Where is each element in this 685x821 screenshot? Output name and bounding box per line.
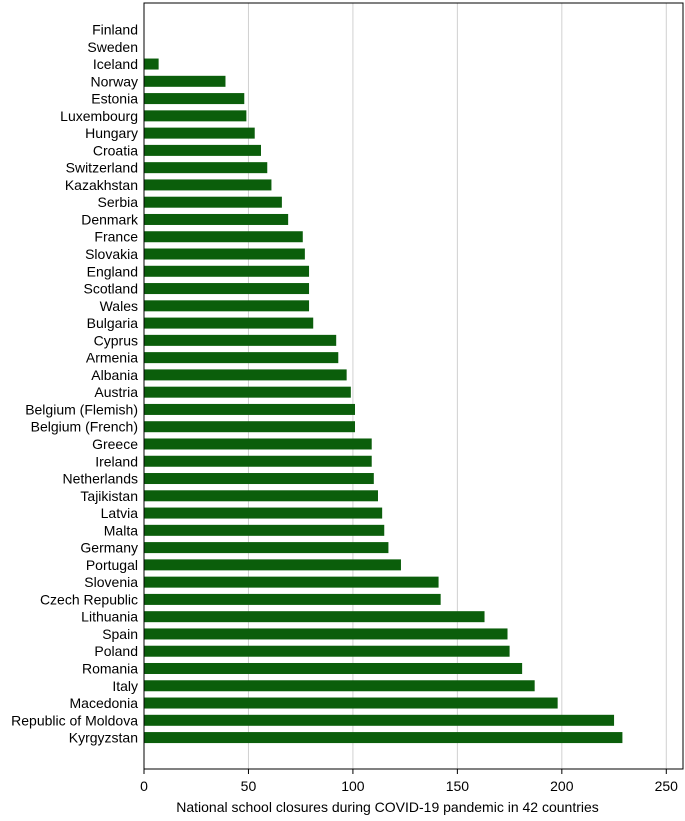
category-label: Poland (94, 643, 138, 659)
bar (144, 473, 374, 485)
category-label: Italy (112, 678, 138, 694)
category-label: Czech Republic (40, 591, 138, 607)
category-label: England (87, 263, 138, 279)
category-label: Republic of Moldova (11, 712, 138, 728)
category-label: Switzerland (66, 160, 138, 176)
bar (144, 697, 558, 709)
x-axis-title: National school closures during COVID-19… (176, 799, 599, 815)
category-label: France (94, 229, 138, 245)
bar (144, 93, 245, 105)
category-label: Norway (91, 73, 138, 89)
x-axis-ticks: 0 50 100 150 200 250 (140, 769, 678, 794)
bar (144, 127, 255, 139)
bar (144, 196, 282, 208)
category-label: Estonia (91, 91, 138, 107)
category-label: Latvia (101, 505, 139, 521)
x-tick-label: 0 (140, 778, 148, 794)
category-label: Slovenia (84, 574, 138, 590)
category-label: Belgium (French) (31, 419, 138, 435)
category-label: Kyrgyzstan (69, 730, 138, 746)
category-label: Romania (82, 660, 138, 676)
bar (144, 317, 314, 329)
category-label: Portugal (86, 557, 138, 573)
bar (144, 438, 372, 450)
bar (144, 455, 372, 467)
x-tick-label: 50 (241, 778, 257, 794)
x-tick-label: 250 (655, 778, 679, 794)
bar (144, 213, 289, 225)
bar (144, 490, 378, 502)
x-tick-label: 100 (341, 778, 365, 794)
category-label: Albania (91, 367, 138, 383)
category-label: Tajikistan (80, 488, 138, 504)
bar (144, 559, 401, 571)
category-label: Finland (92, 22, 138, 38)
bar (144, 369, 347, 381)
bar (144, 386, 351, 398)
category-label: Scotland (84, 281, 138, 297)
bar (144, 542, 389, 554)
category-label: Wales (100, 298, 138, 314)
bar (144, 248, 305, 260)
bar (144, 162, 268, 174)
category-label: Greece (92, 436, 138, 452)
category-label: Lithuania (81, 609, 138, 625)
category-label: Bulgaria (87, 315, 139, 331)
bar (144, 628, 508, 640)
bar (144, 110, 247, 122)
bar (144, 593, 441, 605)
bar (144, 680, 535, 692)
x-tick-label: 200 (550, 778, 574, 794)
bar (144, 662, 523, 674)
bar (144, 524, 385, 536)
bar (144, 645, 510, 657)
bar (144, 421, 356, 433)
grid-layer (247, 3, 667, 769)
category-label: Sweden (87, 39, 138, 55)
category-label: Germany (80, 540, 138, 556)
category-label: Slovakia (85, 246, 138, 262)
category-label: Kazakhstan (65, 177, 138, 193)
bar (144, 732, 623, 744)
bar (144, 144, 261, 156)
category-label: Denmark (81, 211, 139, 227)
bar (144, 576, 439, 588)
bars-layer (144, 58, 623, 744)
plot-frame (143, 2, 684, 770)
category-label: Luxembourg (60, 108, 138, 124)
category-label: Armenia (86, 350, 138, 366)
bar (144, 231, 303, 243)
category-label: Croatia (93, 142, 138, 158)
category-label: Iceland (93, 56, 138, 72)
category-label: Ireland (95, 453, 138, 469)
category-label: Cyprus (94, 332, 138, 348)
bar (144, 714, 615, 726)
category-label: Hungary (85, 125, 138, 141)
category-label: Netherlands (63, 471, 139, 487)
category-label: Spain (102, 626, 138, 642)
bar (144, 352, 339, 364)
bar (144, 403, 356, 415)
bar (144, 75, 226, 87)
bar (144, 265, 310, 277)
bar (144, 300, 310, 312)
category-label: Malta (104, 522, 138, 538)
bar (144, 334, 337, 346)
category-label: Macedonia (70, 695, 139, 711)
bar (144, 283, 310, 295)
category-label: Belgium (Flemish) (25, 401, 138, 417)
bar (144, 611, 485, 623)
bar (144, 179, 272, 191)
bar (144, 507, 383, 519)
x-tick-label: 150 (446, 778, 470, 794)
category-label: Serbia (98, 194, 139, 210)
bar (144, 58, 159, 70)
category-label: Austria (94, 384, 138, 400)
